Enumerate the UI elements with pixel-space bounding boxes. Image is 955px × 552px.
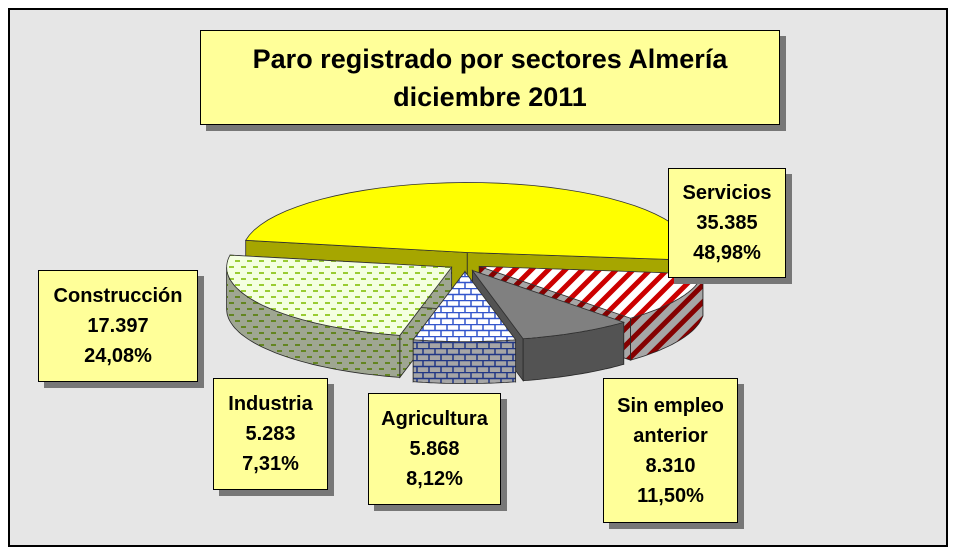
percent-label: 8,12% — [406, 468, 463, 490]
value-label: 17.397 — [87, 315, 149, 337]
chart-title-box: Paro registrado por sectores Almería dic… — [200, 30, 780, 125]
percent-label: 24,08% — [84, 345, 152, 367]
percent-label: 7,31% — [242, 453, 299, 475]
slice-side-shade — [630, 274, 703, 361]
value-label: 8.310 — [645, 454, 696, 477]
slice-side-shade — [413, 339, 516, 384]
value-label: 35.385 — [696, 212, 758, 234]
category-label: Sin empleo anterior — [617, 394, 724, 447]
data-label-box: Agricultura 5.868 8,12% — [368, 393, 501, 505]
percent-label: 48,98% — [693, 242, 761, 264]
slice-top — [226, 254, 453, 336]
slice-top — [471, 269, 626, 340]
category-label: Industria — [228, 393, 313, 415]
data-label-box: Servicios 35.385 48,98% — [668, 168, 786, 278]
category-label: Construcción — [53, 285, 183, 307]
category-label: Agricultura — [381, 408, 488, 430]
chart-title: diciembre 2011 — [393, 81, 587, 112]
data-label-box: Construcción 17.397 24,08% — [38, 270, 198, 382]
slice-top — [479, 265, 704, 319]
value-label: 5.283 — [245, 423, 296, 445]
percent-label: 11,50% — [637, 484, 704, 507]
data-label-box: Industria 5.283 7,31% — [213, 378, 328, 490]
category-label: Servicios — [682, 182, 772, 204]
slice-side-shade — [226, 267, 400, 378]
chart-title: Paro registrado por sectores Almería — [252, 43, 728, 74]
slice — [412, 270, 517, 384]
slice-side-shade — [523, 322, 624, 381]
value-label: 5.868 — [409, 438, 460, 460]
slice-top — [412, 270, 517, 342]
data-label-box: Sin empleo anterior 8.310 11,50% — [603, 378, 738, 523]
